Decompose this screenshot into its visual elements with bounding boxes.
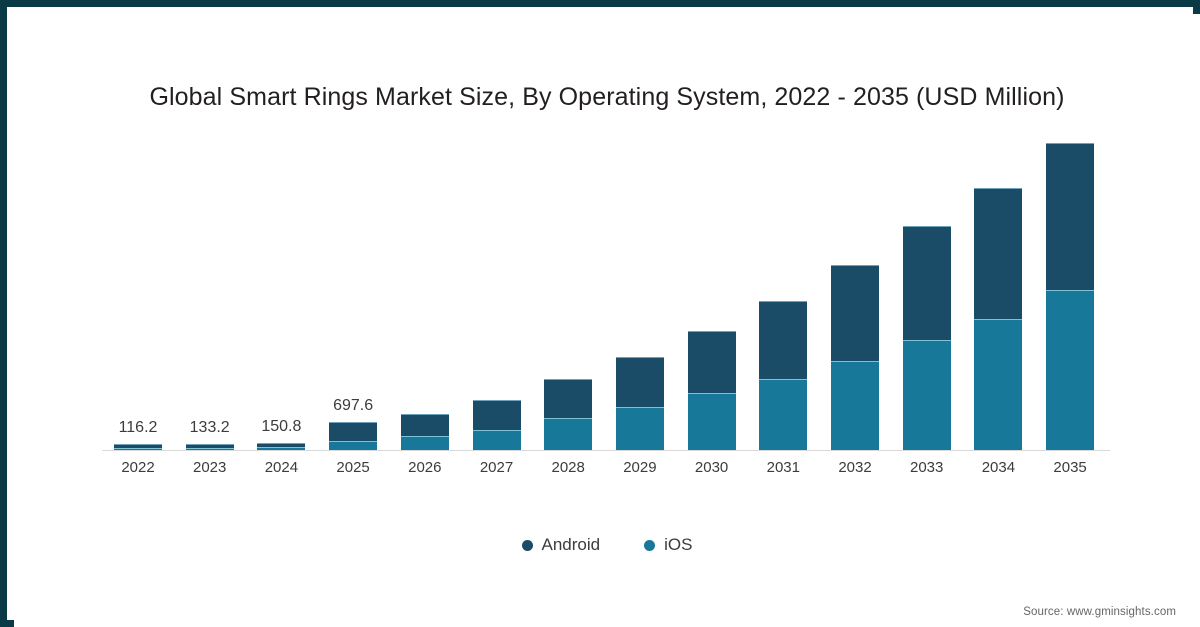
x-tick-label: 2024	[264, 459, 299, 476]
legend-swatch-icon	[644, 539, 656, 551]
bar-segment-android[interactable]	[615, 357, 664, 407]
bar-value-label: 150.8	[261, 418, 302, 435]
legend-item-android[interactable]: Android	[521, 535, 601, 555]
bar-column[interactable]	[831, 265, 879, 450]
bar-column[interactable]	[974, 188, 1023, 450]
bar-column[interactable]	[615, 357, 664, 450]
bar-segment-ios[interactable]	[687, 393, 736, 450]
bar-segment-ios[interactable]	[472, 430, 521, 450]
x-axis-line	[102, 450, 1110, 451]
x-tick-label: 2026	[408, 459, 442, 476]
bar-segment-android[interactable]	[400, 414, 449, 436]
x-tick-label: 2025	[336, 459, 370, 476]
page-title: Global Smart Rings Market Size, By Opera…	[149, 83, 1065, 111]
bar-column[interactable]	[472, 400, 521, 450]
bar-segment-android[interactable]	[544, 379, 593, 418]
x-axis-tick-labels: 2022 2023 2024 2025 2026 2027 2028 2029 2030 2031…	[102, 459, 1107, 483]
bar-segment-android[interactable]	[329, 422, 378, 441]
legend-item-ios[interactable]: iOS	[644, 535, 692, 555]
bar-segment-ios[interactable]	[257, 447, 306, 450]
bar-segment-android[interactable]	[974, 188, 1023, 319]
x-tick-label: 2033	[910, 459, 944, 476]
source-attribution: Source: www.gminsights.com	[1023, 606, 1176, 618]
x-tick-label: 2029	[623, 459, 657, 476]
bar-column[interactable]: 697.6	[329, 397, 378, 450]
chart-canvas: Global Smart Rings Market Size, By Opera…	[14, 14, 1200, 627]
bar-segment-ios[interactable]	[974, 319, 1023, 450]
bar-column[interactable]: 150.8	[257, 418, 306, 450]
bar-segment-android[interactable]	[902, 226, 951, 340]
bar-segment-ios[interactable]	[544, 418, 593, 450]
bar-column[interactable]	[400, 414, 449, 450]
x-tick-label: 2035	[1053, 459, 1087, 476]
bar-segment-android[interactable]	[687, 331, 736, 393]
chart-legend: Android iOS	[14, 535, 1200, 555]
bar-value-label: 133.2	[189, 419, 230, 436]
bar-segment-ios[interactable]	[615, 407, 664, 450]
x-tick-label: 2027	[479, 459, 514, 476]
bar-column[interactable]: 133.2	[185, 419, 234, 450]
bar-column[interactable]	[687, 331, 736, 450]
bar-column[interactable]: 116.2	[114, 419, 162, 450]
x-tick-label: 2028	[551, 459, 585, 476]
x-tick-label: 2023	[193, 459, 227, 476]
bar-value-label: 116.2	[118, 419, 158, 436]
bar-segment-android[interactable]	[472, 400, 521, 430]
bar-segment-android[interactable]	[831, 265, 879, 361]
x-tick-label: 2031	[766, 459, 800, 476]
bar-segment-android[interactable]	[257, 443, 306, 447]
bar-column[interactable]	[902, 226, 951, 450]
bar-column[interactable]	[1046, 143, 1095, 450]
x-tick-label: 2034	[981, 459, 1016, 476]
bar-segment-ios[interactable]	[185, 448, 234, 450]
bar-segment-android[interactable]	[1046, 143, 1095, 290]
bar-segment-android[interactable]	[759, 301, 808, 379]
bar-segment-android[interactable]	[185, 444, 234, 448]
bar-segment-ios[interactable]	[400, 436, 449, 450]
plot-area: 116.2 133.2 150.8 697.6	[102, 127, 1107, 450]
x-tick-label: 2030	[694, 459, 729, 476]
bar-segment-ios[interactable]	[831, 361, 879, 450]
bar-segment-ios[interactable]	[114, 448, 162, 450]
legend-label: Android	[541, 535, 601, 554]
bar-segment-ios[interactable]	[1046, 290, 1095, 450]
bar-segment-android[interactable]	[114, 444, 162, 448]
bar-value-label: 697.6	[333, 397, 374, 414]
x-tick-label: 2022	[121, 459, 155, 476]
bar-segment-ios[interactable]	[902, 340, 951, 450]
bar-segment-ios[interactable]	[329, 441, 378, 450]
legend-label: iOS	[664, 535, 693, 554]
legend-swatch-icon	[521, 539, 533, 551]
bar-column[interactable]	[759, 301, 808, 450]
bar-segment-ios[interactable]	[759, 379, 808, 450]
x-tick-label: 2032	[838, 459, 872, 476]
bar-column[interactable]	[544, 379, 593, 450]
